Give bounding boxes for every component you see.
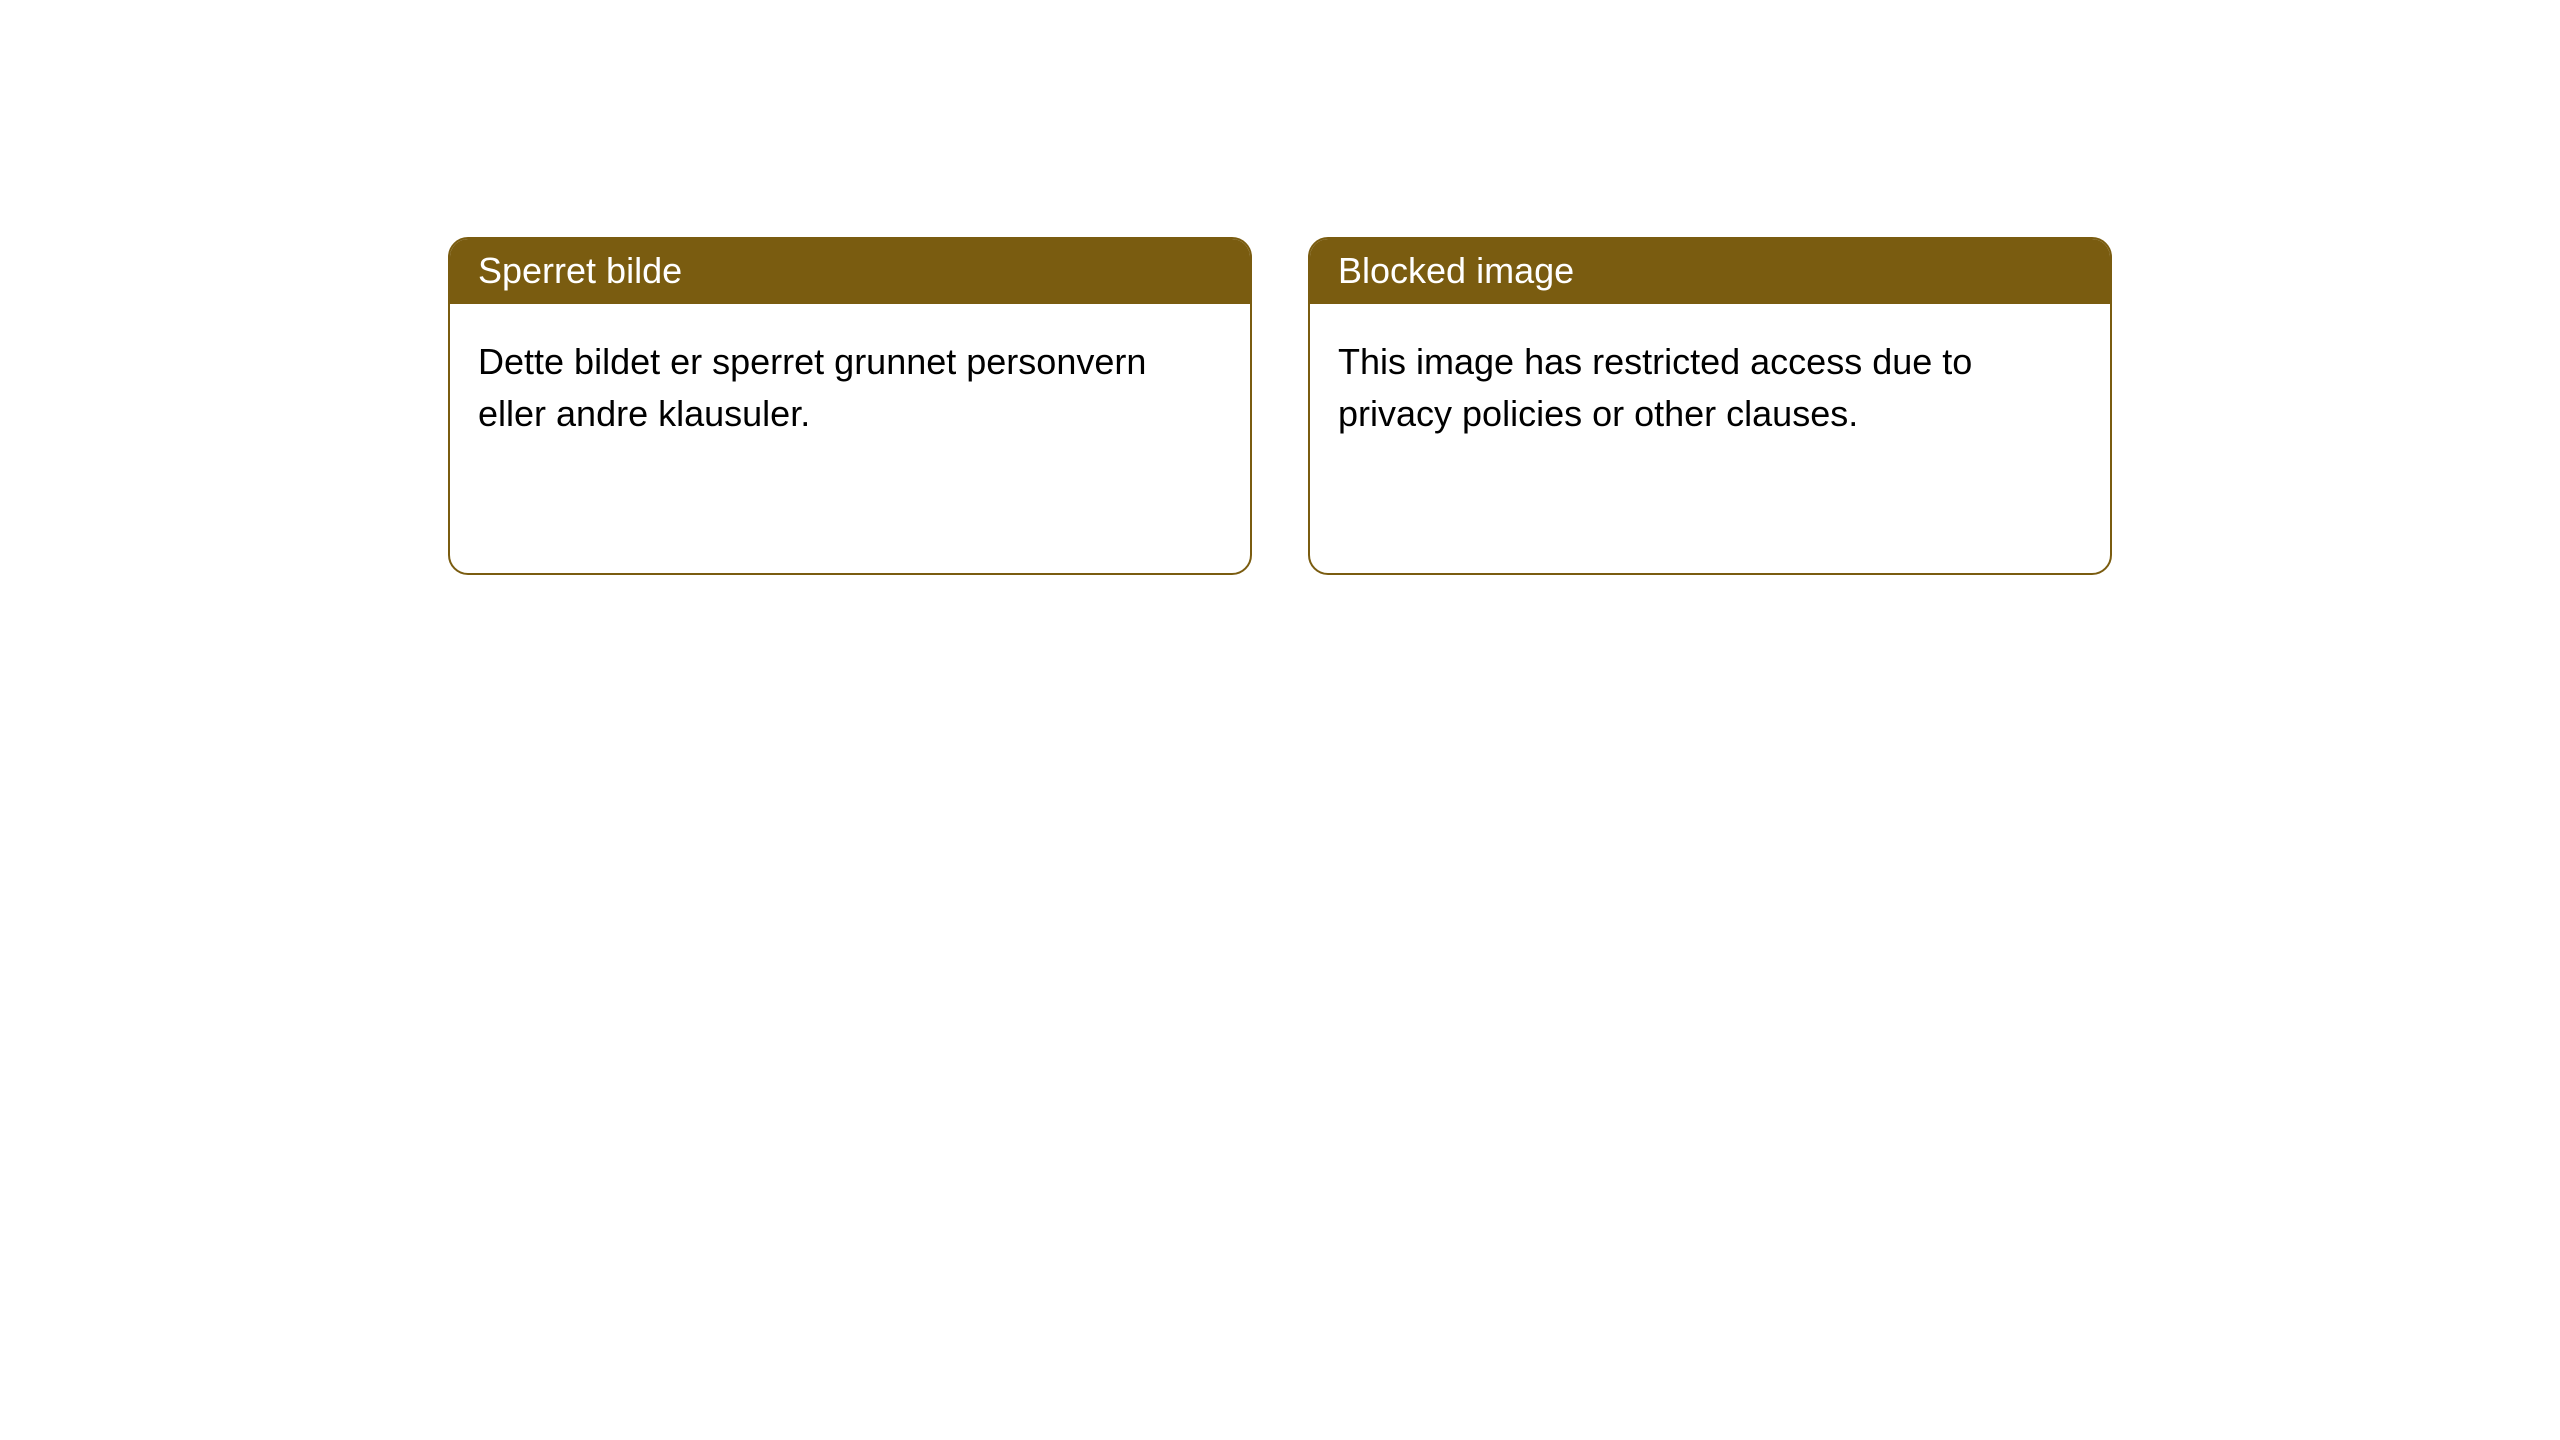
- blocked-image-card-no: Sperret bilde Dette bildet er sperret gr…: [448, 237, 1252, 575]
- cards-container: Sperret bilde Dette bildet er sperret gr…: [448, 237, 2112, 575]
- card-body-text: Dette bildet er sperret grunnet personve…: [478, 341, 1146, 434]
- card-header: Sperret bilde: [450, 239, 1250, 304]
- card-title: Sperret bilde: [478, 250, 682, 291]
- card-header: Blocked image: [1310, 239, 2110, 304]
- card-body: This image has restricted access due to …: [1310, 304, 2110, 472]
- card-body-text: This image has restricted access due to …: [1338, 341, 1972, 434]
- blocked-image-card-en: Blocked image This image has restricted …: [1308, 237, 2112, 575]
- card-body: Dette bildet er sperret grunnet personve…: [450, 304, 1250, 472]
- card-title: Blocked image: [1338, 250, 1574, 291]
